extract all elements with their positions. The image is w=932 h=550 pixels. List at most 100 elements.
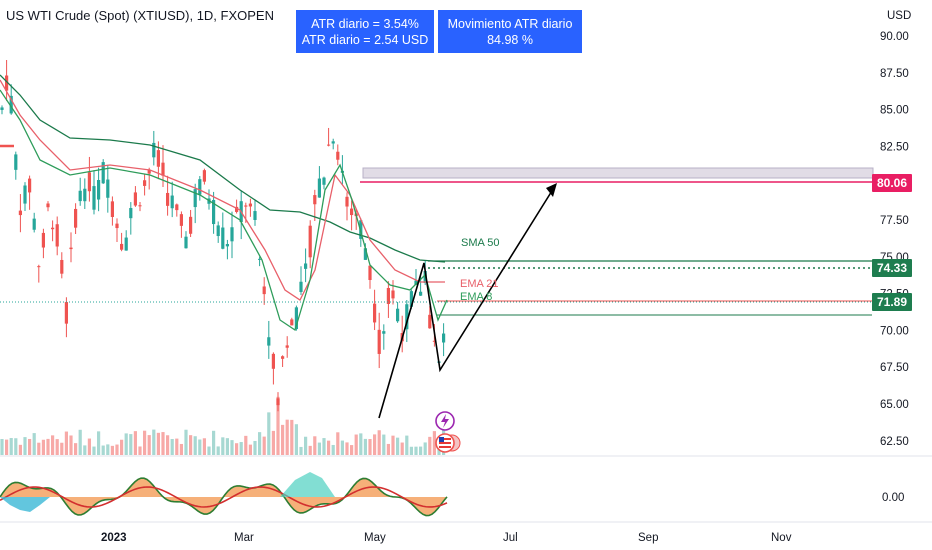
volume-bar — [340, 440, 344, 455]
volume-bar — [327, 440, 331, 455]
volume-bar — [400, 442, 404, 455]
candle-body — [377, 329, 381, 354]
volume-bar — [350, 445, 354, 455]
volume-bar — [37, 442, 41, 455]
volume-bar — [147, 435, 151, 455]
volume-bar — [124, 433, 128, 455]
volume-bar — [156, 432, 160, 455]
resistance-zone[interactable] — [362, 167, 874, 179]
candle-body — [37, 266, 41, 268]
symbol-title[interactable]: US WTI Crude (Spot) (XTIUSD), 1D, FXOPEN — [6, 8, 274, 23]
ema-21-line — [0, 79, 445, 301]
candle-body — [129, 208, 133, 219]
price-axis[interactable]: 90.0087.5085.0082.5077.5075.0072.5070.00… — [880, 31, 909, 448]
candle-body — [373, 303, 377, 323]
atr-daily-usd: ATR diario = 2.54 USD — [301, 32, 429, 47]
candle-body — [363, 248, 367, 260]
volume-bar — [87, 438, 91, 455]
volume-bar — [0, 439, 4, 455]
candle-body — [32, 218, 36, 230]
volume-bar — [51, 435, 55, 455]
candle-body — [9, 95, 13, 114]
volume-bar — [55, 439, 59, 455]
ema-8-line — [0, 89, 448, 332]
candle-body — [304, 263, 308, 269]
candle-body — [5, 75, 9, 91]
atr-movement-box: Movimiento ATR diario 84.98 % — [438, 10, 582, 53]
volume-bar — [405, 435, 409, 455]
volume-bar — [423, 442, 427, 455]
volume-bar — [386, 443, 390, 455]
volume-bar — [299, 446, 303, 455]
candle-body — [368, 265, 372, 280]
candle-body — [143, 180, 147, 186]
volume-bar — [184, 429, 188, 455]
candle-body — [382, 331, 386, 334]
candle-body — [55, 224, 59, 247]
volume-bar — [106, 444, 110, 455]
volume-bar — [115, 444, 119, 455]
volume-bar — [152, 429, 156, 455]
volume-bar — [32, 433, 36, 455]
candle-body — [331, 141, 335, 144]
candle-body — [69, 247, 73, 250]
time-label-mar: Mar — [234, 532, 254, 544]
ema-21-label: EMA 21 — [460, 278, 499, 290]
volume-bar — [308, 445, 312, 455]
candle-body — [442, 333, 446, 343]
candle-body — [281, 356, 285, 359]
volume-bar — [317, 442, 321, 455]
volume-bar — [198, 439, 202, 455]
candle-body — [106, 179, 110, 198]
candle-body — [419, 291, 423, 296]
volume-bar — [143, 430, 147, 455]
candle-body — [0, 107, 4, 110]
time-label-nov: Nov — [771, 532, 792, 544]
candle-body — [92, 186, 96, 210]
time-label-may: May — [364, 532, 386, 544]
price-tag-last[interactable]: 71.89 — [872, 293, 913, 311]
candle-body — [179, 214, 183, 226]
candle-body — [235, 206, 239, 212]
candle-body — [350, 208, 354, 216]
volume-bar — [74, 443, 78, 455]
volume-bar — [189, 435, 193, 455]
price-tick: 77.50 — [880, 215, 909, 227]
volume-bar — [313, 436, 317, 455]
volume-bar — [207, 446, 211, 455]
candle-body — [432, 340, 436, 342]
volume-bar — [110, 445, 114, 455]
candle-body — [294, 307, 298, 330]
volume-bar — [97, 431, 101, 455]
sma-50-label: SMA 50 — [461, 237, 500, 249]
candle-body — [405, 304, 409, 330]
projection-path[interactable] — [378, 185, 556, 419]
oscillator-teal-area — [280, 472, 335, 497]
price-tick: 62.50 — [880, 436, 909, 448]
candle-body — [51, 227, 55, 230]
candle-body — [271, 353, 275, 369]
volume-bar — [294, 424, 298, 455]
volume-bar — [409, 446, 413, 455]
time-label-2023: 2023 — [101, 532, 127, 544]
volume-bar — [432, 431, 436, 455]
price-tag-resistance[interactable]: 80.06 — [872, 174, 913, 192]
price-tag-74-33[interactable]: 74.33 — [872, 259, 913, 277]
candles — [0, 59, 446, 412]
candle-body — [166, 192, 170, 206]
volume-bar — [281, 424, 285, 455]
volume-bar — [129, 434, 133, 455]
candle-body — [386, 287, 390, 304]
candle-body — [276, 398, 280, 406]
volume-bar — [230, 440, 234, 455]
ema-8-label: EMA 8 — [460, 291, 492, 303]
volume-bar — [267, 412, 271, 455]
volume-bar — [78, 429, 82, 455]
volume-bar — [216, 446, 220, 455]
candle-body — [212, 199, 216, 225]
volume-bar — [28, 438, 32, 455]
volume-bar — [304, 436, 308, 455]
volume-bar — [202, 438, 206, 455]
volume-bar — [258, 432, 262, 455]
